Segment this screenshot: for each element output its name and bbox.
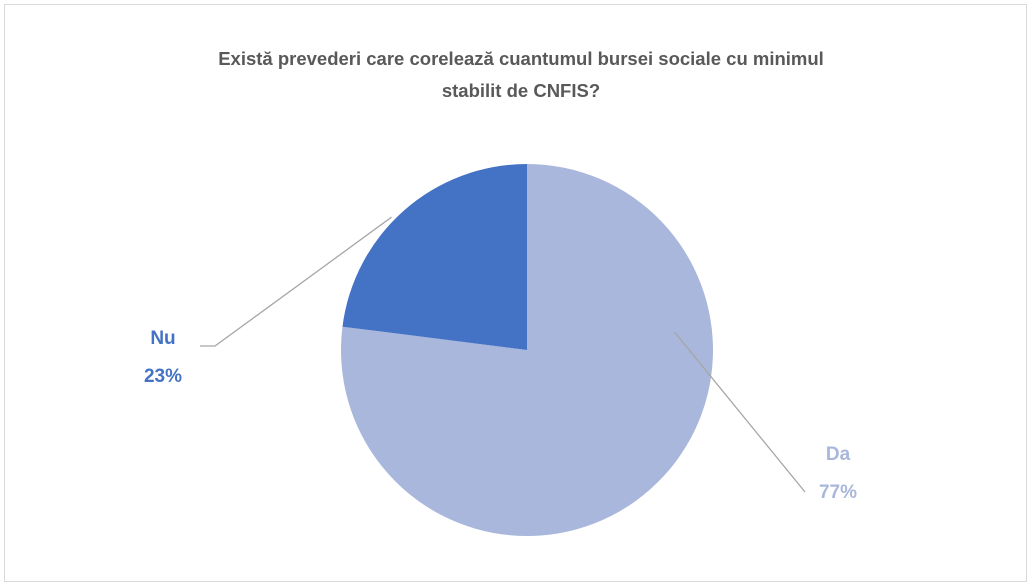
leader-line (674, 331, 806, 493)
pie-slice (341, 164, 714, 537)
chart-frame: Există prevederi care corelează cuantumu… (4, 4, 1027, 582)
data-label-value: 23% (144, 366, 182, 387)
chart-title: Există prevederi care corelează cuantumu… (218, 48, 824, 101)
pie-slice (342, 164, 527, 350)
data-label-value: 77% (819, 482, 857, 503)
leader-line (200, 216, 392, 347)
data-label-category: Da (826, 444, 851, 465)
data-label-category: Nu (150, 328, 175, 349)
